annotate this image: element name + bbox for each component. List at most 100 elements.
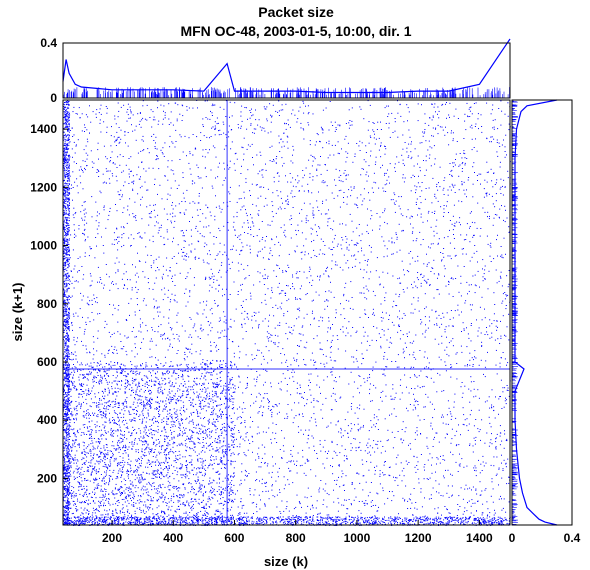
scatter-point — [133, 401, 135, 403]
scatter-point — [499, 518, 501, 520]
scatter-point — [65, 294, 67, 296]
scatter-point — [488, 523, 490, 525]
scatter-point — [391, 523, 393, 525]
scatter-point — [113, 458, 115, 460]
scatter-point — [219, 459, 221, 461]
scatter-point — [106, 402, 107, 404]
scatter-point — [144, 522, 146, 524]
scatter-point — [218, 477, 220, 479]
scatter-point — [468, 518, 470, 520]
scatter-point — [134, 438, 136, 440]
scatter-point — [439, 520, 441, 522]
scatter-point — [65, 515, 67, 517]
scatter-point — [91, 431, 92, 433]
scatter-point — [294, 517, 295, 519]
scatter-point — [483, 520, 485, 522]
scatter-point — [63, 473, 65, 474]
scatter-point — [366, 517, 368, 519]
scatter-point — [64, 275, 66, 277]
scatter-point — [63, 256, 65, 258]
scatter-point — [147, 459, 149, 461]
scatter-point — [64, 324, 66, 326]
scatter-point — [193, 492, 195, 494]
scatter-point — [107, 516, 109, 518]
scatter-point — [230, 362, 232, 364]
scatter-point — [64, 481, 66, 482]
scatter-point — [312, 518, 314, 520]
scatter-point — [180, 407, 182, 409]
scatter-point — [124, 434, 125, 436]
scatter-point — [467, 518, 469, 520]
scatter-point — [66, 135, 67, 137]
scatter-point — [65, 466, 66, 468]
scatter-point — [390, 517, 392, 519]
scatter-point — [69, 461, 71, 463]
scatter-point — [165, 382, 167, 384]
scatter-point — [364, 517, 366, 519]
scatter-point — [67, 306, 68, 308]
scatter-point — [115, 391, 116, 393]
scatter-point — [420, 520, 422, 522]
scatter-point — [124, 365, 126, 367]
scatter-point — [375, 521, 377, 523]
scatter-point — [155, 522, 157, 524]
scatter-point — [139, 439, 140, 441]
scatter-point — [231, 522, 233, 524]
scatter-point — [108, 367, 110, 369]
scatter-point — [63, 321, 65, 323]
scatter-point — [65, 412, 66, 414]
scatter-point — [78, 516, 80, 518]
scatter-point — [68, 517, 70, 519]
scatter-point — [93, 380, 95, 382]
scatter-point — [97, 483, 99, 485]
scatter-point — [65, 396, 67, 397]
scatter-point — [265, 519, 267, 521]
scatter-point — [64, 257, 66, 259]
scatter-point — [68, 335, 70, 337]
scatter-point — [67, 428, 69, 430]
scatter-point — [352, 523, 354, 525]
scatter-point — [105, 408, 107, 410]
scatter-point — [285, 519, 287, 521]
scatter-point — [68, 457, 70, 459]
scatter-point — [264, 522, 266, 524]
scatter-point — [228, 491, 230, 493]
scatter-point — [151, 523, 153, 524]
scatter-point — [94, 522, 96, 524]
scatter-point — [236, 520, 238, 522]
scatter-point — [301, 518, 303, 520]
scatter-point — [259, 520, 261, 522]
scatter-point — [65, 206, 67, 208]
scatter-point — [67, 100, 69, 102]
scatter-point — [77, 369, 79, 371]
scatter-point — [413, 519, 415, 521]
scatter-point — [325, 518, 327, 520]
scatter-point — [175, 378, 177, 380]
scatter-point — [100, 474, 102, 475]
scatter-point — [165, 456, 167, 458]
scatter-point — [68, 385, 70, 387]
scatter-point — [147, 412, 149, 414]
scatter-point — [67, 381, 69, 383]
scatter-point — [63, 163, 65, 165]
scatter-point — [98, 468, 100, 470]
scatter-point — [63, 258, 65, 260]
scatter-point — [202, 450, 204, 452]
scatter-point — [78, 519, 80, 520]
scatter-point — [64, 384, 66, 386]
scatter-point — [157, 521, 159, 523]
scatter-point — [66, 481, 68, 482]
scatter-point — [164, 520, 166, 522]
scatter-point — [221, 518, 223, 520]
scatter-point — [190, 386, 192, 388]
scatter-point — [152, 517, 154, 519]
scatter-point — [169, 439, 171, 441]
scatter-point — [222, 492, 224, 494]
scatter-point — [174, 520, 176, 522]
scatter-point — [188, 393, 189, 395]
scatter-point — [209, 392, 210, 394]
scatter-point — [63, 238, 65, 240]
scatter-point — [66, 354, 68, 356]
scatter-point — [66, 228, 68, 229]
scatter-point — [86, 417, 88, 419]
